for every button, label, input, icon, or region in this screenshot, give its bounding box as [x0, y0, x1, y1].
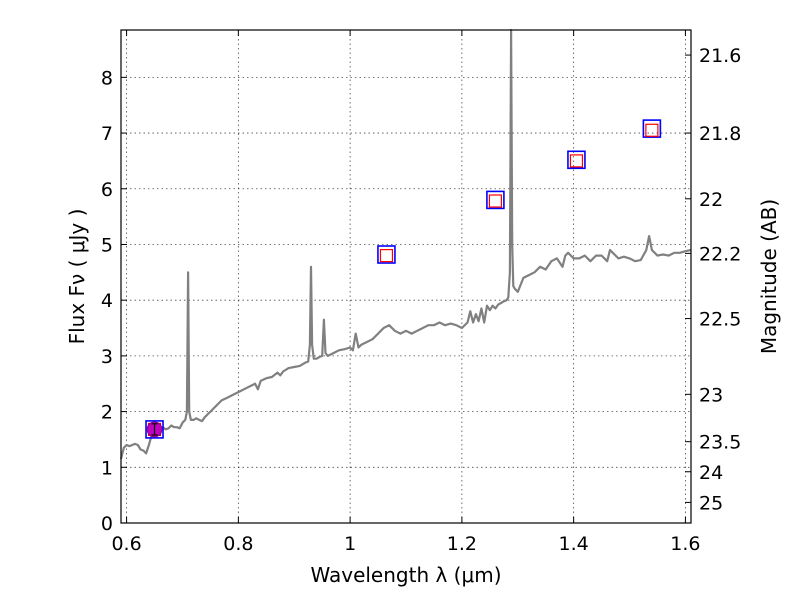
y2-tick-label: 24: [699, 462, 723, 484]
spectrum-line: [119, 28, 692, 460]
photometry-square: [486, 190, 505, 210]
y2-tick-label: 22: [699, 189, 723, 211]
y-tick-label: 4: [101, 290, 113, 312]
y-axis-label: Flux Fν ( μJy ): [65, 209, 89, 345]
y2-tick-label: 23.5: [699, 432, 741, 454]
x-axis-label: Wavelength λ (μm): [310, 563, 501, 587]
y2-tick-label: 22.5: [699, 309, 741, 331]
y2-tick-label: 25: [699, 492, 723, 514]
x-tick-label: 1: [344, 533, 356, 555]
photometry-square: [377, 245, 396, 264]
y-tick-label: 6: [101, 179, 113, 201]
grid: [121, 30, 691, 524]
y2-tick-label: 21.6: [699, 45, 741, 67]
y2-tick-label: 23: [699, 384, 723, 406]
y-tick-label: 5: [101, 234, 113, 256]
plot-frame: [120, 29, 692, 524]
y2-tick-label: 21.8: [699, 123, 741, 145]
x-tick-label: 1.6: [670, 533, 700, 555]
x-tick-label: 1.4: [559, 533, 589, 555]
y-tick-label: 0: [101, 513, 113, 535]
x-tick-label: 1.2: [447, 533, 477, 555]
y-tick-label: 2: [101, 402, 113, 424]
model-square: [645, 123, 659, 137]
y2-tick-label: 22.2: [699, 243, 741, 265]
x-tick-label: 0.8: [223, 533, 253, 555]
model-square: [379, 249, 394, 263]
model-square: [488, 194, 503, 208]
y-tick-label: 3: [101, 346, 113, 368]
photometry-square: [145, 420, 164, 439]
x-tick-label: 0.6: [111, 533, 141, 555]
y2-axis-label: Magnitude (AB): [757, 199, 781, 354]
y-tick-label: 1: [101, 457, 113, 479]
photometry-square: [642, 119, 662, 138]
model-square: [569, 154, 584, 168]
y-tick-label: 7: [101, 123, 113, 145]
points-layer: [145, 119, 662, 439]
photometry-square: [567, 150, 586, 170]
ticks-layer: 0.6 0.8 1 1.2 1.4 1.601234567821.621.82222.22…: [101, 30, 741, 555]
spectrum-layer: [119, 28, 692, 460]
y-tick-label: 8: [101, 67, 113, 89]
